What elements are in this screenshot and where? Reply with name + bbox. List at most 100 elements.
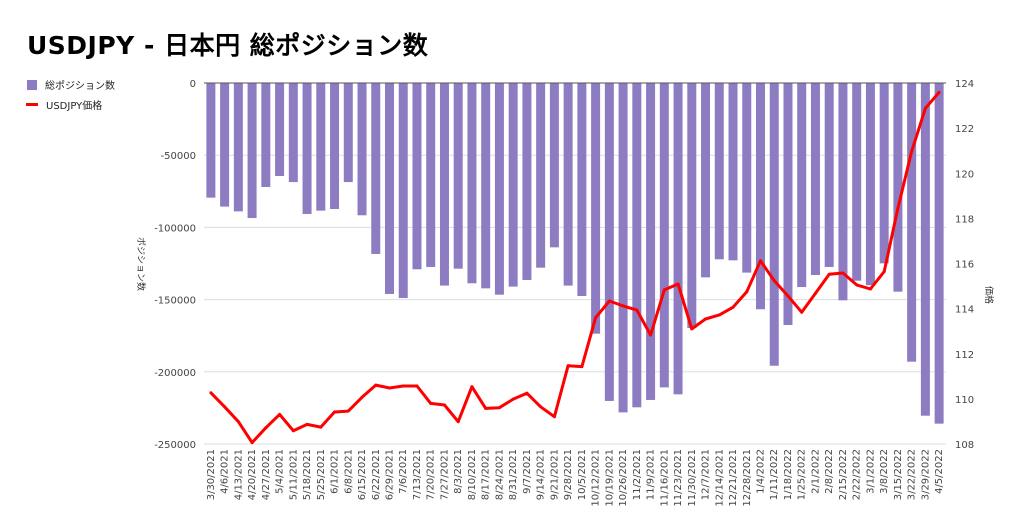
x-tick-label: 9/28/2021	[563, 449, 574, 500]
price-point-2/22/2022	[855, 283, 859, 287]
right-tick-label: 116	[955, 260, 974, 271]
x-tick-label: 5/18/2021	[302, 449, 313, 500]
x-tick-label: 8/31/2021	[508, 449, 519, 500]
x-tick-label: 12/14/2021	[714, 449, 725, 507]
legend-item-price: USDJPY価格	[26, 97, 102, 112]
price-point-2/1/2022	[813, 291, 817, 295]
price-point-8/17/2021	[484, 406, 488, 410]
x-tick-label: 9/7/2021	[522, 449, 533, 494]
price-point-4/27/2021	[264, 426, 268, 430]
price-point-12/28/2021	[745, 290, 749, 294]
price-point-9/14/2021	[539, 405, 543, 409]
x-tick-label: 4/20/2021	[247, 449, 258, 500]
price-point-4/20/2021	[250, 441, 254, 445]
bar-8/24/2021	[494, 83, 504, 295]
bar-8/17/2021	[481, 83, 491, 289]
price-point-3/30/2021	[209, 391, 213, 395]
bar-4/20/2021	[247, 83, 257, 219]
bar-1/18/2022	[783, 83, 793, 326]
price-point-9/7/2021	[525, 391, 529, 395]
bar-5/25/2021	[316, 83, 326, 211]
bar-8/3/2021	[453, 83, 463, 269]
price-point-3/29/2022	[923, 106, 927, 110]
legend-item-positions: 総ポジション数	[27, 77, 115, 92]
x-tick-label: 10/5/2021	[577, 449, 588, 500]
bar-6/1/2021	[330, 83, 340, 210]
bar-4/13/2021	[233, 83, 243, 212]
price-point-3/8/2022	[882, 270, 886, 274]
bar-3/30/2021	[206, 83, 216, 198]
x-tick-label: 6/29/2021	[385, 449, 396, 500]
price-point-8/31/2021	[511, 397, 515, 401]
bar-9/21/2021	[549, 83, 559, 248]
x-tick-label: 7/20/2021	[426, 449, 437, 500]
bar-9/14/2021	[536, 83, 546, 268]
bar-12/21/2021	[728, 83, 738, 261]
price-point-1/25/2022	[800, 310, 804, 314]
price-point-8/10/2021	[470, 385, 474, 389]
price-point-11/16/2021	[662, 288, 666, 292]
bar-3/1/2022	[865, 83, 875, 286]
left-tick-label: 0	[190, 79, 196, 90]
x-tick-label: 9/21/2021	[549, 449, 560, 500]
bar-5/4/2021	[275, 83, 285, 176]
price-point-7/27/2021	[442, 403, 446, 407]
x-tick-label: 11/9/2021	[646, 449, 657, 500]
bar-2/15/2022	[838, 83, 848, 301]
x-tick-label: 2/1/2022	[810, 449, 821, 494]
x-tick-label: 3/30/2021	[206, 449, 217, 500]
bar-12/7/2021	[701, 83, 711, 278]
bar-4/5/2022	[934, 83, 944, 424]
x-tick-label: 4/5/2022	[934, 449, 945, 494]
x-tick-label: 2/8/2022	[824, 449, 835, 494]
price-point-10/12/2021	[594, 316, 598, 320]
x-tick-label: 6/15/2021	[357, 449, 368, 500]
bar-12/14/2021	[714, 83, 724, 260]
bar-1/11/2022	[769, 83, 779, 366]
left-tick-label: -200000	[154, 368, 196, 379]
bar-10/26/2021	[618, 83, 628, 413]
x-tick-label: 8/10/2021	[467, 449, 478, 500]
x-tick-label: 3/15/2022	[893, 449, 904, 500]
bar-10/5/2021	[577, 83, 587, 296]
price-point-4/6/2021	[223, 405, 227, 409]
x-tick-label: 4/6/2021	[220, 449, 231, 494]
x-tick-label: 1/11/2022	[769, 449, 780, 500]
bar-1/4/2022	[756, 83, 765, 310]
x-tick-label: 10/26/2021	[618, 449, 629, 507]
x-tick-label: 11/2/2021	[632, 449, 643, 500]
left-tick-label: -50000	[161, 151, 196, 162]
right-tick-label: 122	[955, 124, 974, 135]
x-tick-label: 8/3/2021	[453, 449, 464, 494]
bar-3/29/2022	[920, 83, 930, 416]
right-tick-label: 120	[955, 169, 974, 180]
price-point-4/13/2021	[236, 420, 240, 424]
x-tick-label: 3/1/2022	[865, 449, 876, 494]
price-point-9/21/2021	[552, 415, 556, 419]
x-tick-label: 7/13/2021	[412, 449, 423, 500]
bar-9/28/2021	[563, 83, 573, 286]
x-tick-label: 11/30/2021	[687, 449, 698, 507]
right-tick-label: 108	[955, 440, 974, 451]
x-tick-label: 3/8/2022	[879, 449, 890, 494]
price-point-10/26/2021	[621, 304, 625, 308]
bar-3/22/2022	[907, 83, 917, 362]
price-point-3/15/2022	[896, 206, 900, 210]
price-point-8/24/2021	[497, 406, 501, 410]
price-point-2/15/2022	[841, 271, 845, 275]
legend-swatch-line	[26, 103, 38, 106]
price-point-8/3/2021	[456, 420, 460, 424]
price-point-7/6/2021	[401, 384, 405, 388]
legend-label-positions: 総ポジション数	[45, 81, 115, 92]
bar-4/6/2021	[220, 83, 230, 207]
bar-3/15/2022	[893, 83, 903, 292]
right-tick-label: 110	[955, 395, 974, 406]
bar-1/25/2022	[797, 83, 807, 288]
bar-7/27/2021	[439, 83, 449, 286]
x-tick-label: 1/4/2022	[756, 449, 767, 494]
x-tick-label: 6/22/2021	[371, 449, 382, 500]
chart-title: USDJPY - 日本円 総ポジション数	[27, 31, 429, 60]
x-tick-label: 1/25/2022	[797, 449, 808, 500]
price-point-11/23/2021	[676, 282, 680, 286]
